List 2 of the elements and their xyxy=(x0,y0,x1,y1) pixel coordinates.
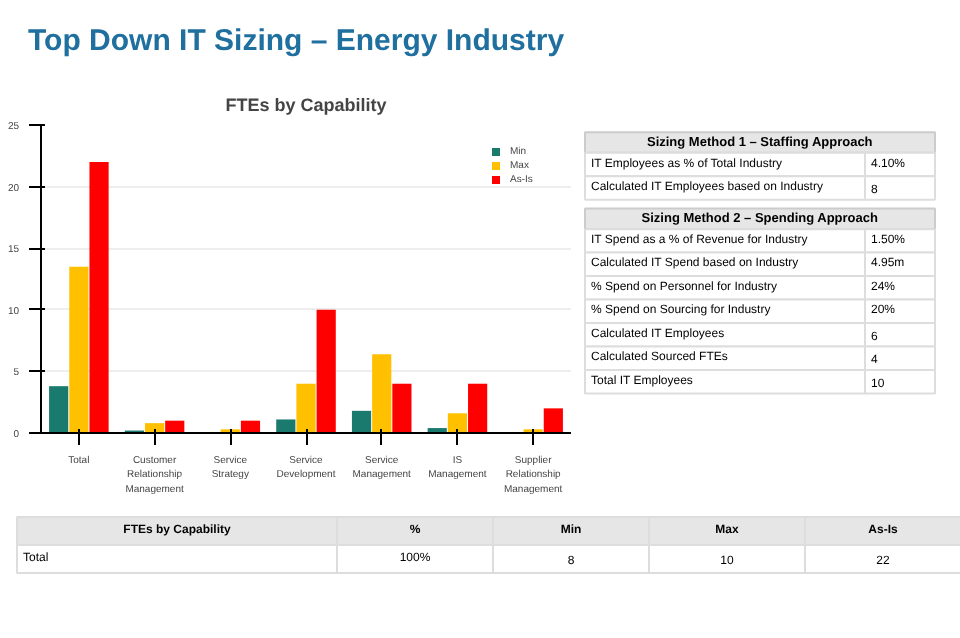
text: Top Down IT Sizing – Energy Industry xyxy=(28,22,565,62)
chart-title: FTEs by Capability xyxy=(225,95,387,115)
